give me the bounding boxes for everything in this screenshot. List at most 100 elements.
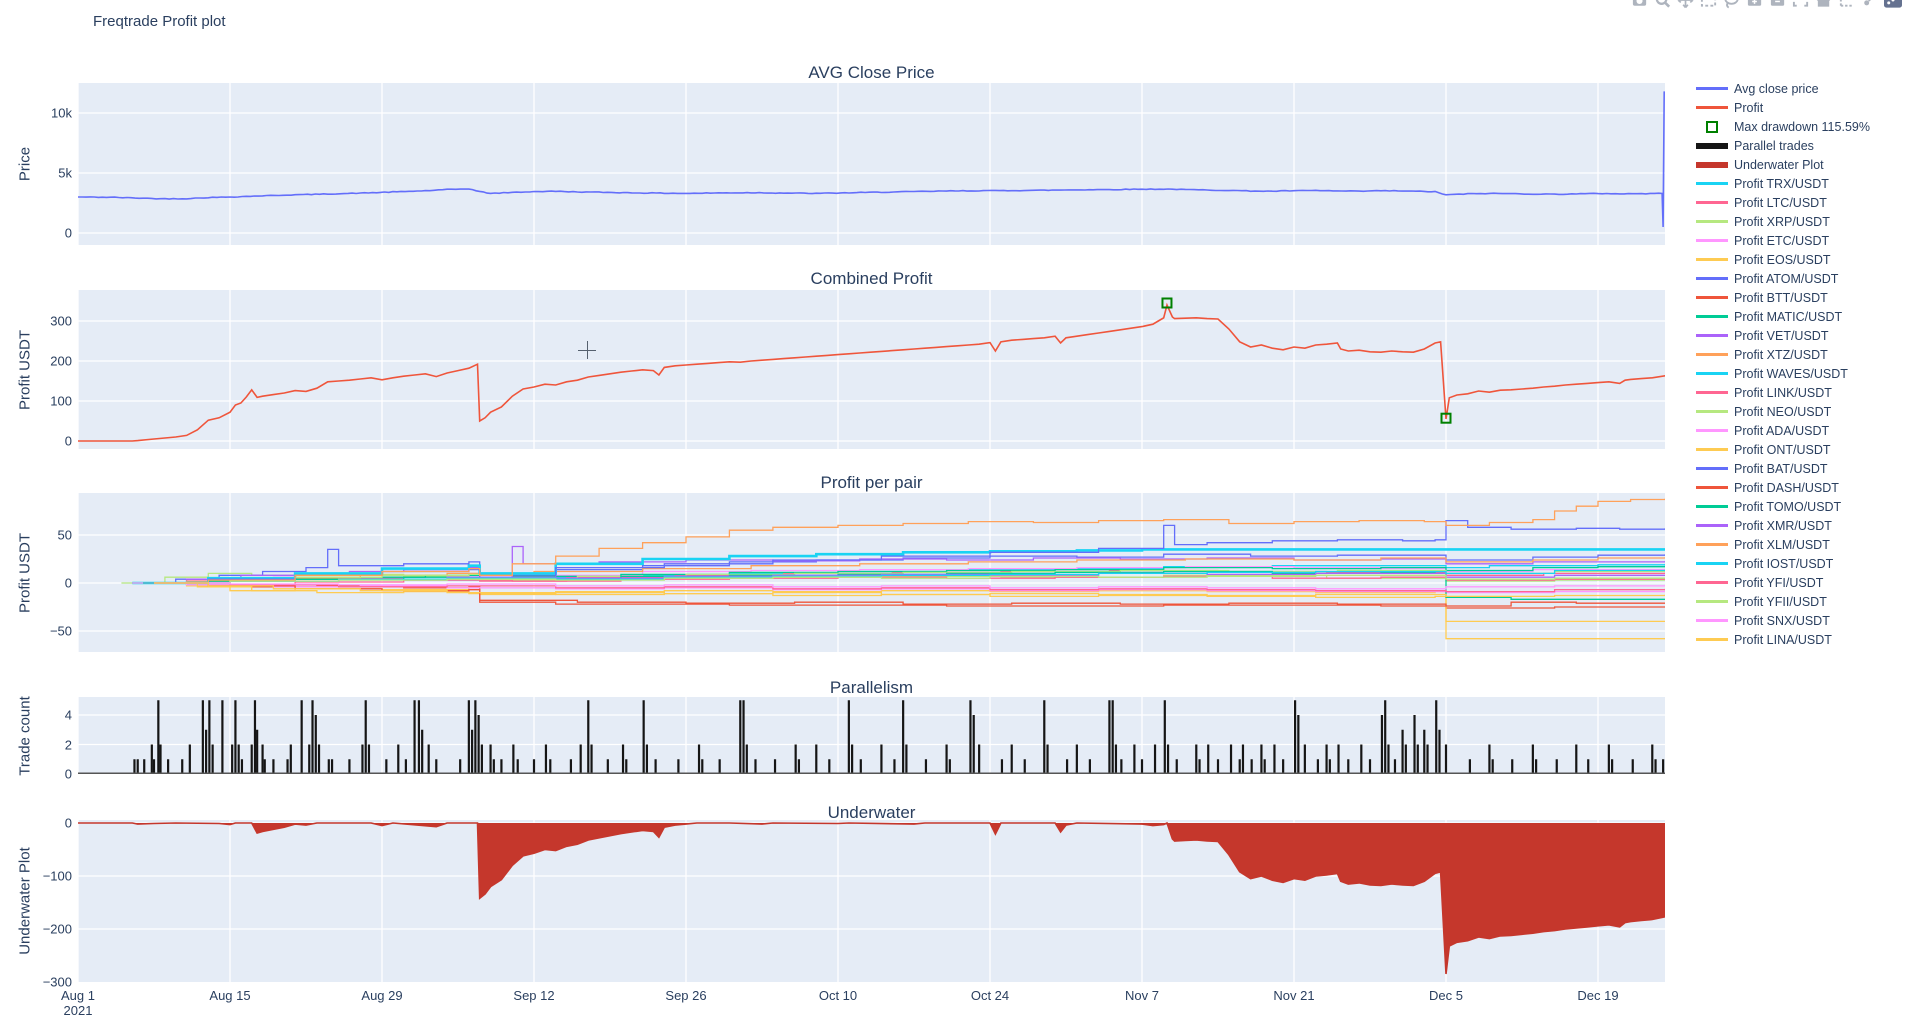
parallel-trades-bar	[1587, 759, 1590, 774]
subplot-title-profit_per_pair: Profit per pair	[820, 473, 923, 492]
parallel-trades-bar	[1413, 715, 1416, 774]
parallel-trades-bar	[317, 744, 321, 774]
legend-item-profit-eos-usdt[interactable]: Profit EOS/USDT	[1696, 250, 1831, 269]
legend-item-avg-close-price[interactable]: Avg close price	[1696, 79, 1819, 98]
parallel-trades-bar	[1088, 759, 1091, 774]
legend-label: Profit ADA/USDT	[1734, 423, 1830, 438]
parallel-trades-bar	[289, 744, 292, 774]
modebar-plotly-logo-button[interactable]	[1884, 0, 1902, 9]
legend-swatch	[1696, 543, 1728, 546]
legend-item-profit-etc-usdt[interactable]: Profit ETC/USDT	[1696, 231, 1829, 250]
legend-swatch	[1696, 182, 1728, 185]
parallel-trades-bar	[880, 744, 883, 774]
parallel-trades-bar	[1607, 744, 1610, 774]
parallel-trades-bar	[167, 759, 170, 774]
parallel-trades-bar	[500, 759, 503, 774]
legend-item-profit-iost-usdt[interactable]: Profit IOST/USDT	[1696, 554, 1833, 573]
series-profit-xtz-usdt	[132, 557, 1665, 584]
plot-area-parallelism[interactable]	[78, 697, 1665, 774]
legend-swatch	[1696, 334, 1728, 337]
parallel-trades-bar	[745, 744, 748, 774]
legend-label: Profit XRP/USDT	[1734, 214, 1830, 229]
legend-item-profit-vet-usdt[interactable]: Profit VET/USDT	[1696, 326, 1828, 345]
legend-item-profit-lina-usdt[interactable]: Profit LINA/USDT	[1696, 630, 1832, 649]
legend-item-profit-ltc-usdt[interactable]: Profit LTC/USDT	[1696, 193, 1827, 212]
legend-item-profit-neo-usdt[interactable]: Profit NEO/USDT	[1696, 402, 1831, 421]
legend-label: Avg close price	[1734, 81, 1819, 96]
legend-item-parallel-trades[interactable]: Parallel trades	[1696, 136, 1814, 155]
legend-item-profit[interactable]: Profit	[1696, 98, 1763, 117]
modebar-spikelines-button[interactable]	[1838, 0, 1856, 9]
legend-item-profit-xrp-usdt[interactable]: Profit XRP/USDT	[1696, 212, 1830, 231]
parallel-trades-bar	[311, 700, 314, 774]
legend-label: Profit EOS/USDT	[1734, 252, 1831, 267]
legend-item-profit-bat-usdt[interactable]: Profit BAT/USDT	[1696, 459, 1828, 478]
legend-item-max-drawdown-115-59-[interactable]: Max drawdown 115.59%	[1696, 117, 1870, 136]
parallel-trades-bar	[587, 700, 590, 774]
xtick-label: Sep 26	[665, 988, 707, 1003]
parallel-trades-bar	[1046, 744, 1049, 774]
modebar-autoscale-button[interactable]	[1792, 0, 1810, 9]
modebar-zoom-in-button[interactable]	[1746, 0, 1764, 9]
modebar-zoom-button[interactable]	[1654, 0, 1672, 9]
legend-item-profit-xtz-usdt[interactable]: Profit XTZ/USDT	[1696, 345, 1828, 364]
legend-item-profit-link-usdt[interactable]: Profit LINK/USDT	[1696, 383, 1832, 402]
legend-item-profit-waves-usdt[interactable]: Profit WAVES/USDT	[1696, 364, 1848, 383]
modebar-pan-button[interactable]	[1677, 0, 1695, 9]
legend-item-profit-yfi-usdt[interactable]: Profit YFI/USDT	[1696, 573, 1823, 592]
parallel-trades-bar	[421, 729, 424, 774]
legend-label: Profit VET/USDT	[1734, 328, 1829, 343]
parallel-trades-bar	[1111, 700, 1114, 774]
xtick-label: Nov 21	[1273, 988, 1315, 1003]
legend-swatch	[1696, 277, 1728, 280]
parallel-trades-bar	[532, 759, 536, 774]
modebar-box-select-button[interactable]	[1700, 0, 1718, 9]
xtick-label: Aug 1 2021	[61, 988, 95, 1018]
parallel-trades-bar	[972, 715, 975, 774]
legend-item-profit-snx-usdt[interactable]: Profit SNX/USDT	[1696, 611, 1830, 630]
parallel-trades-bar	[157, 700, 160, 774]
plot-area-avg_close[interactable]	[78, 83, 1665, 245]
modebar-hover-closest-button[interactable]	[1861, 0, 1879, 9]
parallel-trades-bar	[579, 744, 582, 774]
xtick-label: Sep 12	[513, 988, 555, 1003]
parallel-trades-bar	[701, 759, 704, 774]
legend-item-profit-yfii-usdt[interactable]: Profit YFII/USDT	[1696, 592, 1827, 611]
parallel-trades-bar	[1065, 759, 1069, 774]
modebar-reset-axes-button[interactable]	[1815, 0, 1833, 9]
yaxis-title-profit_per_pair: Profit USDT	[16, 532, 34, 613]
modebar-zoom-out-button[interactable]	[1769, 0, 1787, 9]
ytick-parallelism: 0	[64, 766, 72, 782]
legend-item-profit-ont-usdt[interactable]: Profit ONT/USDT	[1696, 440, 1831, 459]
legend-item-profit-dash-usdt[interactable]: Profit DASH/USDT	[1696, 478, 1839, 497]
legend-label: Profit YFI/USDT	[1734, 575, 1824, 590]
legend-label: Profit XTZ/USDT	[1734, 347, 1828, 362]
modebar-camera-button[interactable]	[1631, 0, 1649, 9]
legend-item-profit-matic-usdt[interactable]: Profit MATIC/USDT	[1696, 307, 1842, 326]
legend-item-profit-trx-usdt[interactable]: Profit TRX/USDT	[1696, 174, 1829, 193]
legend-swatch	[1696, 505, 1728, 508]
xtick-label: Oct 10	[818, 988, 858, 1003]
legend-item-profit-xmr-usdt[interactable]: Profit XMR/USDT	[1696, 516, 1832, 535]
parallel-trades-bar	[739, 700, 742, 774]
parallel-trades-bar	[250, 744, 253, 774]
legend-swatch	[1696, 486, 1728, 489]
legend-item-underwater-plot[interactable]: Underwater Plot	[1696, 155, 1824, 174]
parallel-trades-bar	[1198, 759, 1201, 774]
legend-item-profit-tomo-usdt[interactable]: Profit TOMO/USDT	[1696, 497, 1841, 516]
chart-layer-profit_per_pair	[78, 493, 1665, 652]
legend-item-profit-atom-usdt[interactable]: Profit ATOM/USDT	[1696, 269, 1838, 288]
series-profit-yfi-usdt	[154, 582, 1665, 593]
legend-swatch	[1696, 161, 1728, 168]
parallel-trades-bar	[1120, 759, 1123, 774]
parallel-trades-bar	[1293, 700, 1297, 774]
parallel-trades-bar	[367, 744, 371, 774]
parallel-trades-bar	[427, 744, 430, 774]
legend-item-profit-ada-usdt[interactable]: Profit ADA/USDT	[1696, 421, 1829, 440]
plot-area-combined_profit[interactable]	[78, 290, 1665, 449]
parallel-trades-bar	[364, 700, 367, 774]
parallel-trades-bar	[1260, 744, 1263, 774]
legend-item-profit-xlm-usdt[interactable]: Profit XLM/USDT	[1696, 535, 1830, 554]
legend-item-profit-btt-usdt[interactable]: Profit BTT/USDT	[1696, 288, 1828, 307]
modebar-lasso-button[interactable]	[1723, 0, 1741, 9]
